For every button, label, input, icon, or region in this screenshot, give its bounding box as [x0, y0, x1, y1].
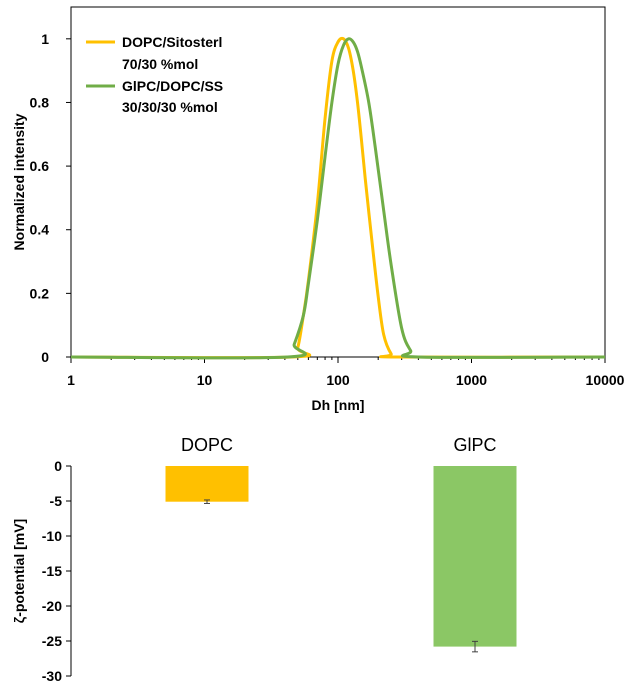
zeta-y-tick-label: -20	[42, 598, 62, 614]
zeta-y-axis-label: ζ-potential [mV]	[11, 519, 27, 623]
bar-dopc	[165, 466, 249, 502]
y-tick-label: 0.4	[30, 222, 50, 238]
y-tick-label: 1	[41, 31, 49, 47]
zeta-y-tick-label: -30	[42, 668, 62, 684]
legend-label-dopc-sitosterl-line2: 70/30 %mol	[122, 56, 198, 72]
x-tick-label: 1000	[456, 372, 487, 388]
y-tick-label: 0	[41, 349, 49, 365]
category-label-glpc: GlPC	[453, 435, 496, 455]
y-tick-label: 0.8	[30, 94, 50, 110]
y-tick-label: 0.6	[30, 158, 50, 174]
legend-label-glpc-dopc-ss-line1: GlPC/DOPC/SS	[122, 78, 223, 94]
zeta-y-tick-label: 0	[54, 458, 62, 474]
category-label-dopc: DOPC	[181, 435, 233, 455]
y-axis-label: Normalized intensity	[11, 113, 27, 250]
x-tick-label: 100	[326, 372, 350, 388]
legend: DOPC/Sitosterl 70/30 %mol GlPC/DOPC/SS 3…	[86, 34, 223, 115]
series-line-1	[70, 37, 606, 360]
bar-glpc	[433, 466, 517, 647]
size-distribution-chart: 0 0.2 0.4 0.6 0.8 1 1 10 100 1000 10000 Dh [nm] N…	[11, 6, 625, 413]
y-tick-label: 0.2	[30, 285, 50, 301]
zeta-y-tick-label: -15	[42, 563, 62, 579]
x-tick-label: 10	[197, 372, 213, 388]
zeta-y-tick-label: -5	[50, 493, 63, 509]
x-axis-label: Dh [nm]	[312, 397, 365, 413]
x-tick-label: 1	[67, 372, 75, 388]
legend-label-glpc-dopc-ss-line2: 30/30/30 %mol	[122, 99, 218, 115]
zeta-y-tick-label: -10	[42, 528, 62, 544]
zeta-y-tick-label: -25	[42, 633, 62, 649]
x-tick-label: 10000	[586, 372, 625, 388]
legend-label-dopc-sitosterl-line1: DOPC/Sitosterl	[122, 34, 222, 50]
zeta-potential-chart: DOPC GlPC 0 -5 -10 -15 -20 -25 -30 ζ-potential…	[11, 435, 517, 684]
